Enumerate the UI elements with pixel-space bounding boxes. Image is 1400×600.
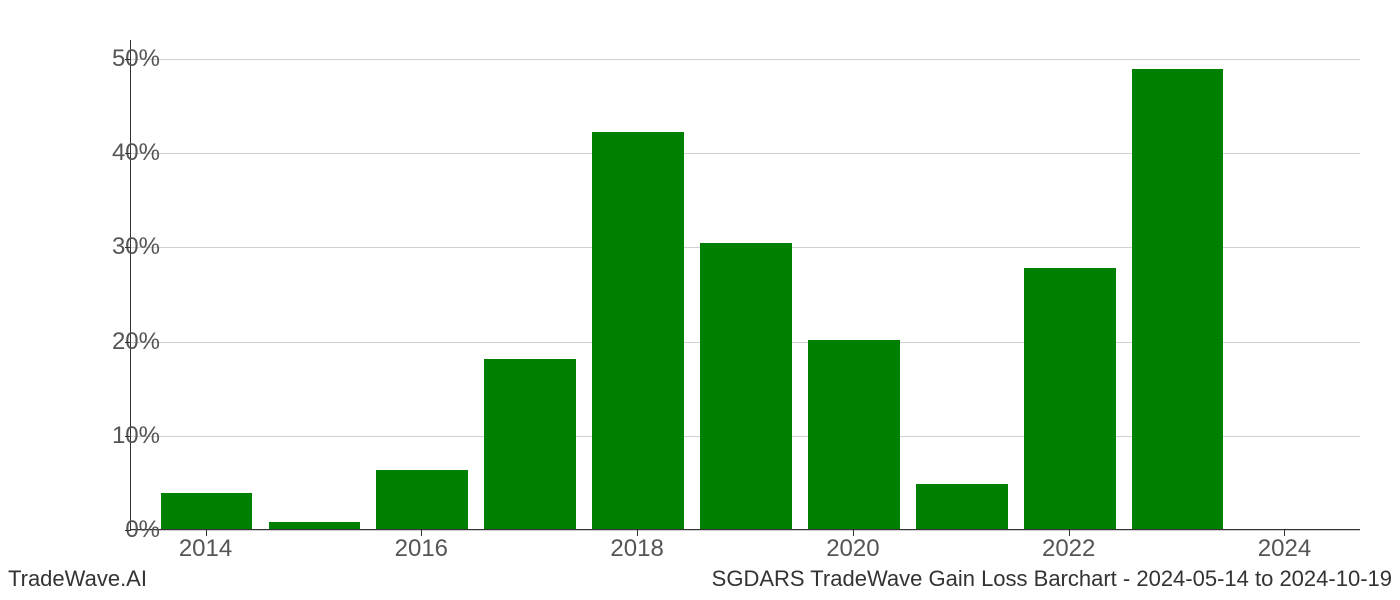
- x-tick-label: 2018: [610, 535, 663, 563]
- y-tick: [125, 530, 131, 531]
- y-tick-label: 20%: [112, 328, 160, 356]
- y-tick: [125, 247, 131, 248]
- gridline: [131, 530, 1360, 531]
- y-tick-label: 50%: [112, 45, 160, 73]
- plot-area: [130, 40, 1360, 530]
- x-tick-label: 2024: [1258, 535, 1311, 563]
- x-tick: [637, 530, 638, 536]
- y-tick: [125, 342, 131, 343]
- x-tick: [853, 530, 854, 536]
- bar: [376, 470, 468, 529]
- x-tick: [1069, 530, 1070, 536]
- x-tick-label: 2022: [1042, 535, 1095, 563]
- y-tick: [125, 436, 131, 437]
- y-tick: [125, 153, 131, 154]
- bar: [1132, 69, 1224, 529]
- bar: [592, 132, 684, 529]
- x-tick: [421, 530, 422, 536]
- bar: [161, 493, 253, 529]
- chart-area: [130, 40, 1360, 530]
- footer-right: SGDARS TradeWave Gain Loss Barchart - 20…: [712, 566, 1392, 592]
- bar: [916, 484, 1008, 529]
- x-tick-label: 2014: [179, 535, 232, 563]
- gridline: [131, 59, 1360, 60]
- bar: [808, 340, 900, 529]
- y-tick-label: 10%: [112, 422, 160, 450]
- y-tick-label: 40%: [112, 139, 160, 167]
- bar: [269, 522, 361, 529]
- x-tick-label: 2020: [826, 535, 879, 563]
- bar: [700, 243, 792, 529]
- x-tick: [206, 530, 207, 536]
- bar: [1024, 268, 1116, 529]
- y-tick: [125, 59, 131, 60]
- x-tick: [1284, 530, 1285, 536]
- y-tick-label: 30%: [112, 233, 160, 261]
- bar: [484, 359, 576, 529]
- x-tick-label: 2016: [395, 535, 448, 563]
- footer-left: TradeWave.AI: [8, 566, 147, 592]
